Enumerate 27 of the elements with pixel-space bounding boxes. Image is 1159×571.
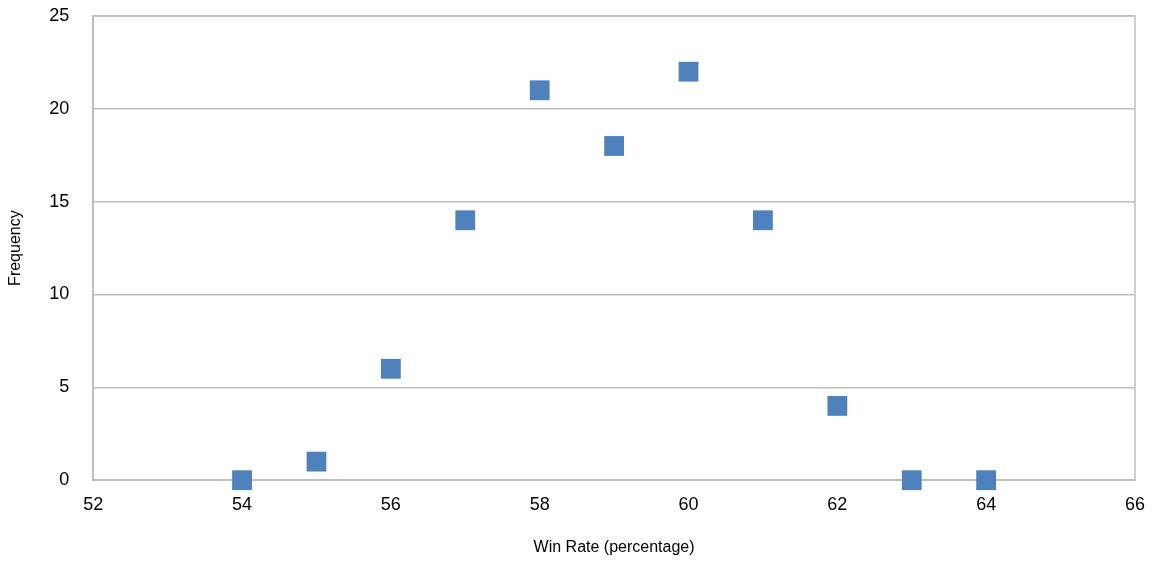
x-tick-label: 60 [678, 493, 699, 514]
point [827, 396, 848, 416]
point [901, 470, 922, 491]
y-tick-label: 5 [59, 376, 70, 397]
x-tick-label: 54 [232, 493, 253, 514]
x-tick-label: 64 [976, 493, 997, 514]
x-tick-label: 62 [827, 493, 848, 514]
x-tick-label: 56 [380, 493, 401, 514]
point [604, 136, 625, 156]
point [678, 61, 699, 82]
point [232, 470, 252, 491]
point [976, 470, 997, 491]
y-tick-label: 0 [59, 469, 70, 490]
x-tick-label: 58 [529, 493, 550, 514]
x-tick-label: 66 [1124, 493, 1145, 514]
y-tick-label: 15 [49, 190, 70, 211]
x-tick-label: 52 [83, 493, 104, 514]
y-axis-title: Frequency [6, 210, 24, 286]
y-tick-label: 20 [49, 97, 70, 118]
point [306, 451, 327, 472]
point [753, 210, 773, 231]
point [380, 358, 401, 379]
y-tick-label: 10 [49, 283, 70, 304]
point [455, 210, 476, 231]
point [529, 80, 550, 101]
y-tick-label: 25 [49, 4, 70, 25]
x-axis-title: Win Rate (percentage) [533, 537, 695, 555]
